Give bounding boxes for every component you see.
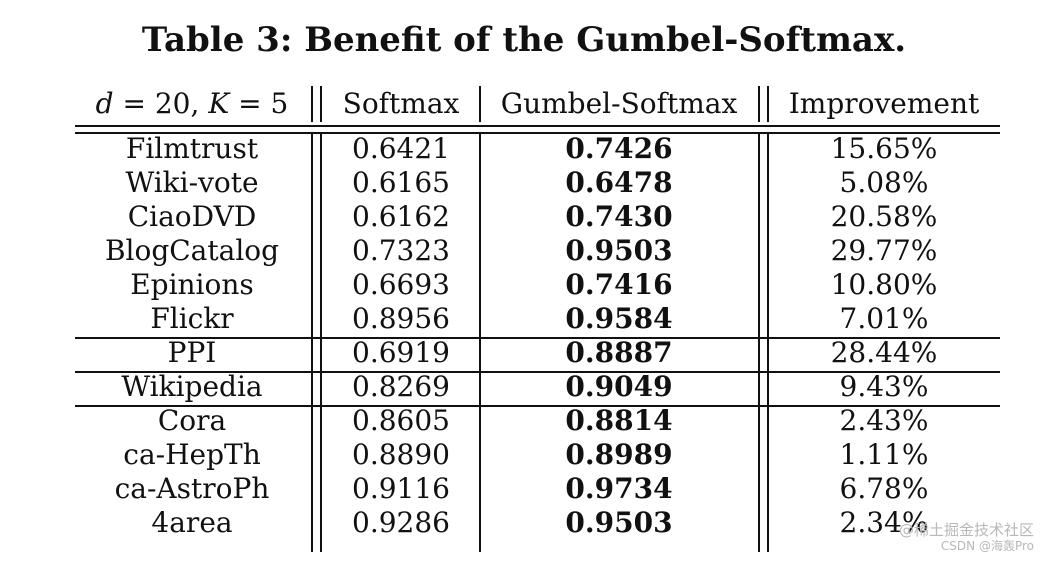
header-setting-k: K [208, 87, 230, 120]
gumbel-softmax-value: 0.8887 [565, 336, 673, 369]
header-setting-end: = 5 [229, 87, 289, 120]
improvement-value: 9.43% [839, 370, 929, 403]
header-column-rule [758, 86, 760, 122]
table-caption: Table 3: Benefit of the Gumbel-Softmax. [141, 20, 907, 60]
gumbel-softmax-value: 0.7426 [565, 132, 673, 165]
header-rule-top [75, 125, 1000, 127]
watermark-line-2: CSDN @海轰Pro [940, 539, 1034, 553]
gumbel-softmax-value: 0.9734 [565, 472, 673, 505]
softmax-value: 0.6421 [352, 132, 450, 165]
improvement-value: 6.78% [839, 472, 929, 505]
improvement-value: 15.65% [830, 132, 938, 165]
gumbel-softmax-value: 0.9049 [565, 370, 673, 403]
softmax-value: 0.9286 [352, 506, 450, 539]
header-column-rule [320, 86, 322, 122]
dataset-name: Cora [157, 404, 227, 437]
body-column-rule [758, 132, 760, 552]
header-column-rule [311, 86, 313, 122]
gumbel-softmax-value: 0.7430 [565, 200, 673, 233]
improvement-value: 2.43% [839, 404, 929, 437]
gumbel-softmax-value: 0.9503 [565, 234, 673, 267]
header-rule-bottom [75, 132, 1000, 134]
header-gumbel-softmax: Gumbel-Softmax [500, 87, 738, 120]
watermark: @稀土掘金技术社区 CSDN @海轰Pro [899, 522, 1034, 554]
dataset-name: 4area [151, 506, 233, 539]
improvement-value: 20.58% [830, 200, 938, 233]
gumbel-softmax-value: 0.7416 [565, 268, 673, 301]
group-separator-rule [75, 405, 1000, 407]
improvement-value: 5.08% [839, 166, 929, 199]
improvement-value: 2.34% [839, 506, 929, 539]
dataset-name: BlogCatalog [104, 234, 280, 267]
dataset-name: Wikipedia [121, 370, 263, 403]
dataset-name: PPI [167, 336, 217, 369]
dataset-name: Wiki-vote [125, 166, 259, 199]
dataset-name: ca-AstroPh [114, 472, 270, 505]
dataset-name: Flickr [150, 302, 234, 335]
header-setting-d: d [95, 87, 114, 120]
dataset-name: CiaoDVD [127, 200, 257, 233]
improvement-value: 7.01% [839, 302, 929, 335]
header-setting: d = 20, K = 5 [62, 84, 322, 124]
softmax-value: 0.7323 [352, 234, 450, 267]
body-column-rule [320, 132, 322, 552]
group-separator-rule [75, 337, 1000, 339]
gumbel-softmax-value: 0.9584 [565, 302, 673, 335]
gumbel-softmax-value: 0.9503 [565, 506, 673, 539]
softmax-value: 0.9116 [352, 472, 450, 505]
dataset-name: Filmtrust [125, 132, 259, 165]
body-column-rule [311, 132, 313, 552]
softmax-value: 0.6693 [352, 268, 450, 301]
improvement-value: 29.77% [830, 234, 938, 267]
softmax-value: 0.6919 [352, 336, 450, 369]
softmax-value: 0.8269 [352, 370, 450, 403]
gumbel-softmax-value: 0.8814 [565, 404, 673, 437]
header-improvement: Improvement [788, 87, 980, 120]
softmax-value: 0.8605 [352, 404, 450, 437]
header-column-rule [479, 86, 481, 122]
softmax-value: 0.8890 [352, 438, 450, 471]
header-column-rule [767, 86, 769, 122]
softmax-value: 0.6162 [352, 200, 450, 233]
improvement-value: 10.80% [830, 268, 938, 301]
improvement-value: 28.44% [830, 336, 938, 369]
group-separator-rule [75, 371, 1000, 373]
body-column-rule [479, 132, 481, 552]
softmax-value: 0.6165 [352, 166, 450, 199]
body-column-rule [767, 132, 769, 552]
header-softmax: Softmax [342, 87, 460, 120]
gumbel-softmax-value: 0.8989 [565, 438, 673, 471]
gumbel-softmax-value: 0.6478 [565, 166, 673, 199]
dataset-name: Epinions [130, 268, 254, 301]
dataset-name: ca-HepTh [123, 438, 261, 471]
softmax-value: 0.8956 [352, 302, 450, 335]
watermark-line-1: @稀土掘金技术社区 [898, 521, 1034, 539]
improvement-value: 1.11% [839, 438, 929, 471]
header-setting-mid: = 20, [113, 87, 209, 120]
